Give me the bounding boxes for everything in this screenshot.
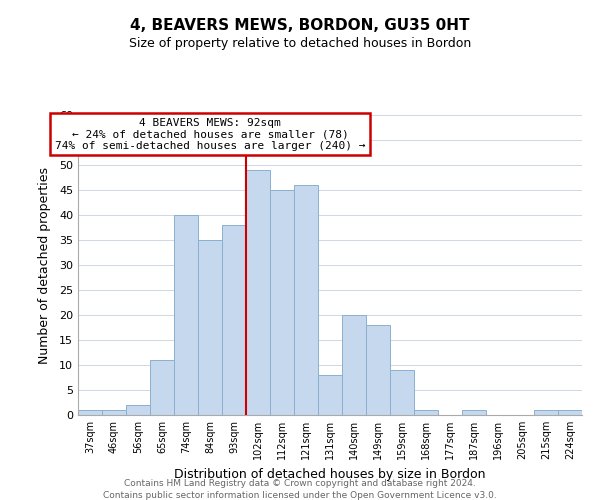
Bar — [150, 360, 174, 415]
Bar — [174, 215, 198, 415]
Bar — [558, 410, 582, 415]
X-axis label: Distribution of detached houses by size in Bordon: Distribution of detached houses by size … — [174, 468, 486, 480]
Text: Contains public sector information licensed under the Open Government Licence v3: Contains public sector information licen… — [103, 491, 497, 500]
Bar — [366, 325, 390, 415]
Bar — [198, 240, 222, 415]
Bar — [126, 405, 150, 415]
Bar — [318, 375, 342, 415]
Text: 4 BEAVERS MEWS: 92sqm
← 24% of detached houses are smaller (78)
74% of semi-deta: 4 BEAVERS MEWS: 92sqm ← 24% of detached … — [55, 118, 365, 150]
Text: Size of property relative to detached houses in Bordon: Size of property relative to detached ho… — [129, 38, 471, 51]
Bar — [414, 410, 438, 415]
Bar — [222, 225, 246, 415]
Text: 4, BEAVERS MEWS, BORDON, GU35 0HT: 4, BEAVERS MEWS, BORDON, GU35 0HT — [130, 18, 470, 32]
Bar — [390, 370, 414, 415]
Text: Contains HM Land Registry data © Crown copyright and database right 2024.: Contains HM Land Registry data © Crown c… — [124, 479, 476, 488]
Y-axis label: Number of detached properties: Number of detached properties — [38, 166, 50, 364]
Bar — [246, 170, 270, 415]
Bar — [534, 410, 558, 415]
Bar — [462, 410, 486, 415]
Bar — [270, 190, 294, 415]
Bar — [294, 185, 318, 415]
Bar — [78, 410, 102, 415]
Bar — [342, 315, 366, 415]
Bar — [102, 410, 126, 415]
